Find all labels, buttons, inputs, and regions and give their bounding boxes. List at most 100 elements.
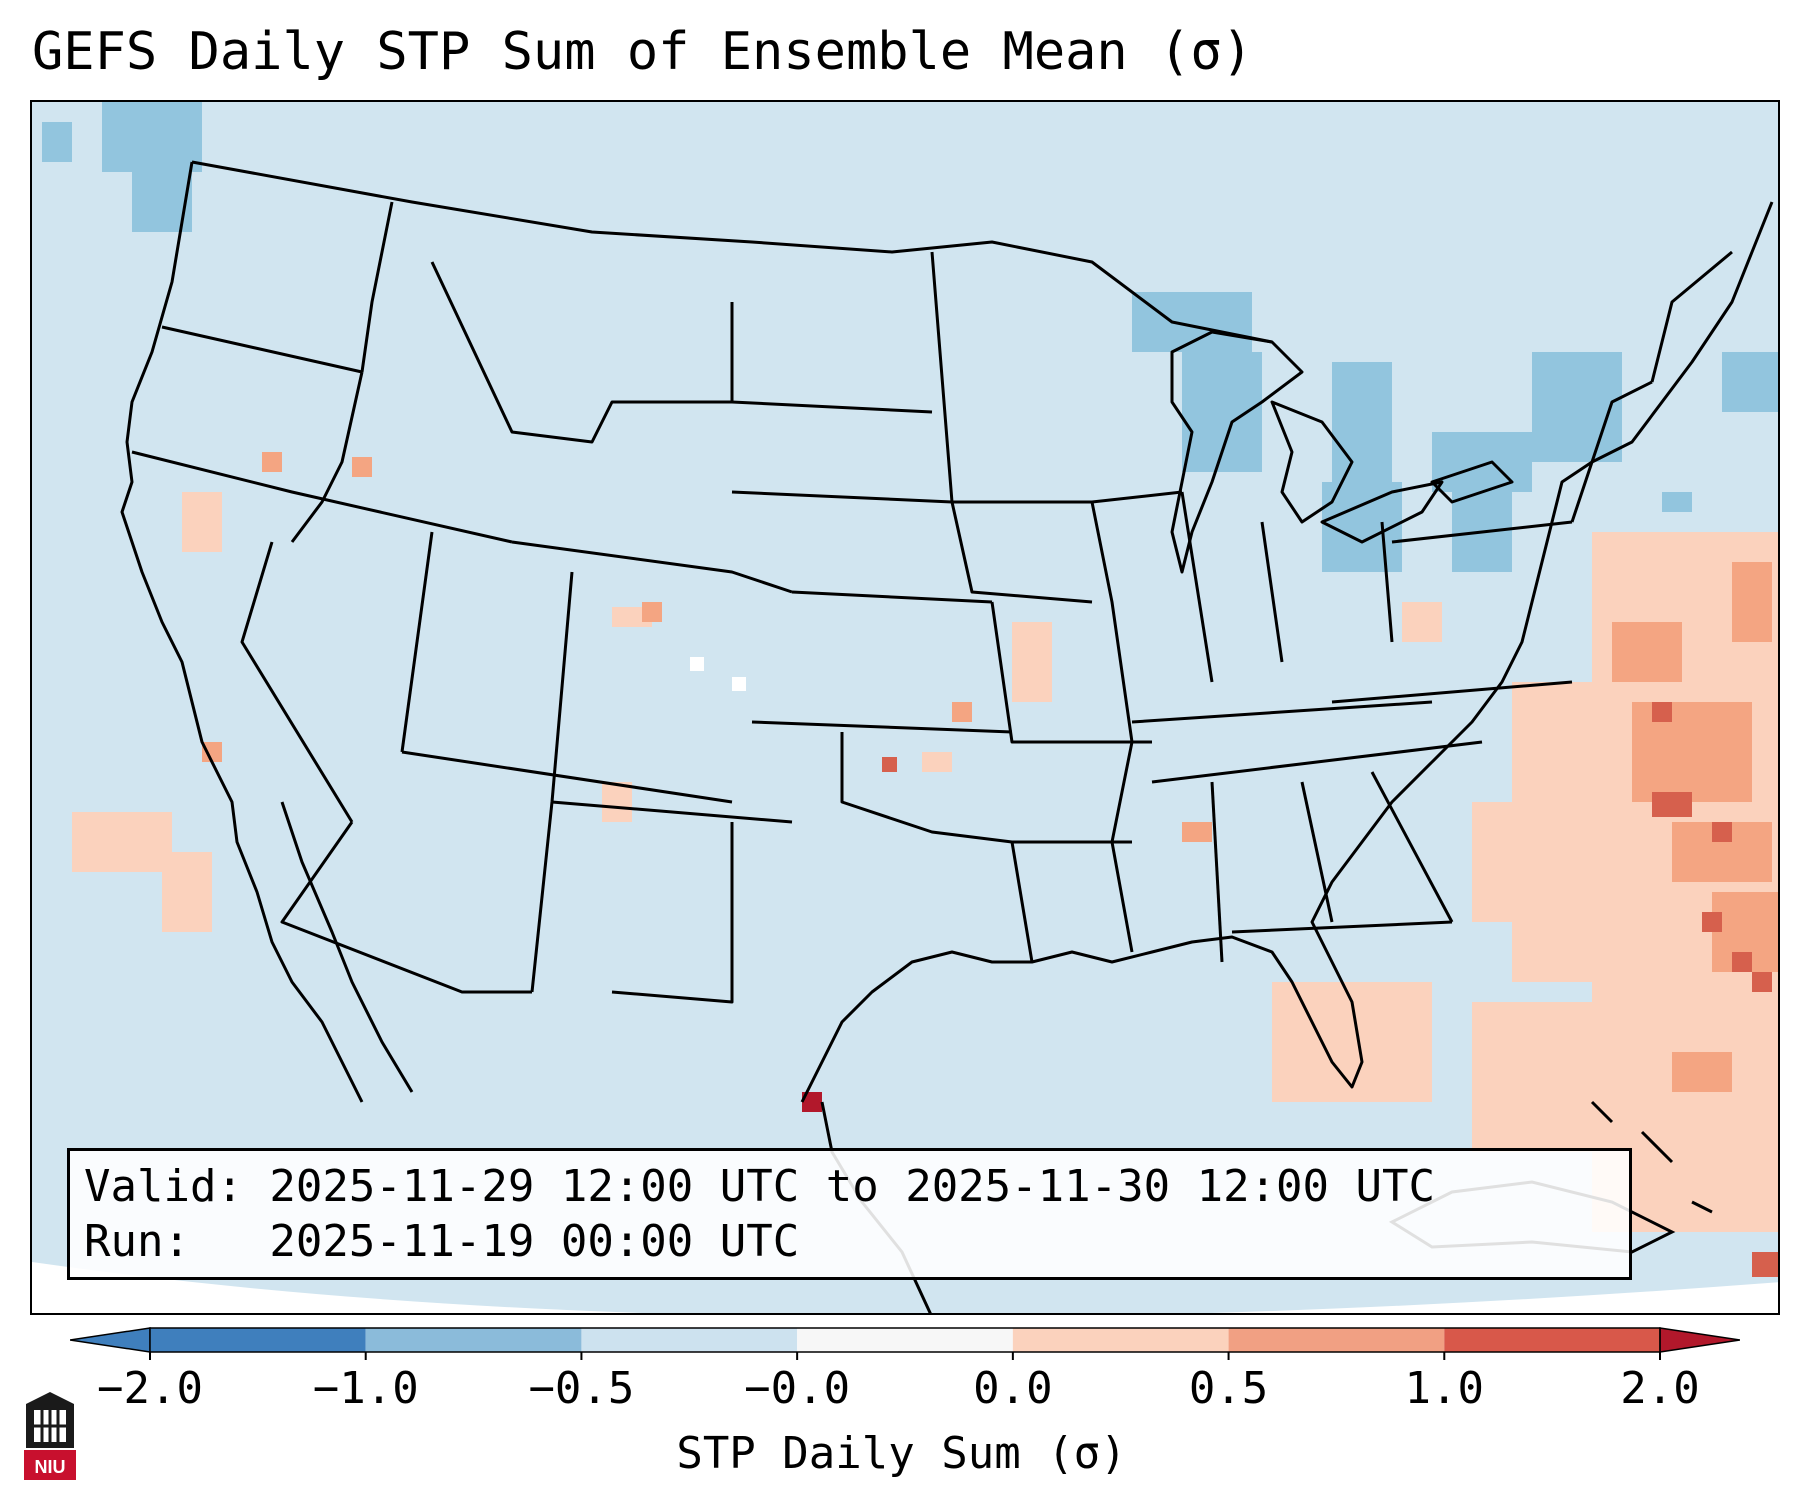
colorbar-tick-label: 1.0 — [1404, 1363, 1485, 1414]
border-id-mt — [360, 201, 394, 373]
colorbar — [70, 1327, 1740, 1360]
valid-time-line: Valid: 2025-11-29 12:00 UTC to 2025-11-3… — [84, 1161, 1436, 1212]
border-sd-ne — [731, 490, 953, 504]
border-ne-ks — [791, 590, 993, 604]
border-pa-ny — [1391, 520, 1573, 544]
mod-cell — [642, 602, 662, 622]
mod-cell — [1632, 702, 1752, 802]
border-mt-south — [430, 261, 734, 444]
bahamas-islands — [1590, 1100, 1713, 1214]
colorbar-extend-max — [1659, 1327, 1740, 1353]
baja-coast — [280, 801, 414, 1093]
border-oh-pa — [1380, 521, 1394, 643]
niu-logo-icon: NIU — [24, 1392, 76, 1480]
colorbar-outline — [149, 1327, 1661, 1353]
map-title: GEFS Daily STP Sum of Ensemble Mean (σ) — [32, 22, 1253, 82]
border-ca-az — [280, 821, 532, 994]
mod-cell — [1732, 562, 1772, 642]
high-cell — [1712, 822, 1732, 842]
border-ut-az — [401, 750, 733, 804]
border-ut-co — [550, 571, 574, 803]
high-cell — [1702, 912, 1722, 932]
colorbar-tick-label: 0.0 — [973, 1363, 1053, 1414]
mod-cell — [202, 742, 222, 762]
canada-border — [191, 160, 1273, 344]
high-cell — [1752, 972, 1772, 992]
validity-info-box: Valid: 2025-11-29 12:00 UTC to 2025-11-3… — [67, 1148, 1632, 1280]
border-ga-fl — [1231, 920, 1453, 934]
border-mississippi — [1090, 501, 1134, 953]
lake-ontario — [1430, 460, 1514, 504]
high-cell — [1652, 792, 1692, 817]
border-wy-co — [511, 540, 793, 594]
pos-cell — [1472, 1002, 1592, 1152]
border-tn-south — [1151, 740, 1483, 784]
colorbar-tick-label: −1.0 — [312, 1363, 419, 1414]
neg-cell — [102, 102, 202, 172]
map-panel — [30, 100, 1780, 1315]
mod-cell — [262, 452, 282, 472]
pos-cell — [1012, 622, 1052, 702]
border-ky-tn — [1131, 700, 1433, 724]
colorbar-segment — [797, 1328, 1013, 1352]
colorbar-extend-min — [70, 1327, 151, 1353]
border-me — [1650, 250, 1733, 383]
moderate-anomaly-cells — [202, 452, 1778, 1092]
high-anomaly-cells — [882, 702, 1778, 1277]
pos-cell — [1722, 1182, 1778, 1232]
border-ne-states — [1570, 380, 1653, 523]
mod-cell — [1612, 622, 1682, 682]
border-al-ga — [1300, 781, 1334, 923]
border-nd-sd — [731, 400, 933, 414]
neg-cell — [1722, 352, 1778, 412]
mod-cell — [352, 457, 372, 477]
lake-erie — [1320, 480, 1444, 544]
border-ga-sc — [1370, 771, 1454, 923]
border-il-in — [1180, 491, 1214, 683]
colorbar-tick-label: 2.0 — [1620, 1363, 1700, 1414]
high-cell — [1752, 1252, 1778, 1277]
colorbar-tick-label: −2.0 — [97, 1363, 203, 1414]
white-cell — [690, 657, 704, 671]
pos-cell — [602, 782, 632, 822]
colorbar-segment — [581, 1328, 798, 1352]
west-coast — [120, 161, 364, 1103]
border-va-nc — [1331, 680, 1573, 704]
border-mo-ar — [990, 601, 1152, 744]
border-or-ca-nv — [131, 450, 513, 544]
pos-cell — [72, 812, 172, 872]
great-lakes — [1170, 330, 1304, 574]
colorbar-tick-label: 0.5 — [1188, 1363, 1269, 1414]
pos-cell — [162, 852, 212, 932]
neg-cell — [42, 122, 72, 162]
colorbar-segment — [1228, 1328, 1445, 1352]
neg-cell — [1432, 432, 1532, 492]
coastlines — [120, 161, 1774, 1313]
high-cell — [1652, 702, 1672, 722]
colorbar-segment — [365, 1328, 582, 1352]
colorbar-segment — [1444, 1328, 1660, 1352]
gulf-coast — [800, 201, 1774, 1103]
border-wa-or — [161, 325, 363, 374]
border-co-nm — [551, 800, 793, 824]
border-ok-tx — [840, 732, 1013, 844]
neg-cell — [1662, 492, 1692, 512]
colorbar-ticks — [149, 1352, 1661, 1360]
border-az-nm — [530, 801, 554, 993]
pos-cell — [922, 752, 952, 772]
mod-cell — [952, 702, 972, 722]
neg-cell — [1332, 362, 1392, 482]
state-borders — [131, 160, 1733, 1004]
run-time-line: Run: 2025-11-19 00:00 UTC — [84, 1216, 800, 1267]
border-nv-ut — [400, 531, 434, 753]
border-wi-il — [1091, 490, 1183, 504]
border-ca-nv — [240, 541, 354, 823]
colorbar-tick-label: −0.5 — [528, 1363, 635, 1414]
white-cell — [732, 677, 746, 691]
neg-cell — [1532, 352, 1622, 462]
colorbar-segment — [1012, 1328, 1229, 1352]
colorbar-segment — [150, 1328, 366, 1352]
colorbar-label: STP Daily Sum (σ) — [676, 1428, 1127, 1479]
high-cell — [882, 757, 897, 772]
pos-cell — [1402, 602, 1442, 642]
